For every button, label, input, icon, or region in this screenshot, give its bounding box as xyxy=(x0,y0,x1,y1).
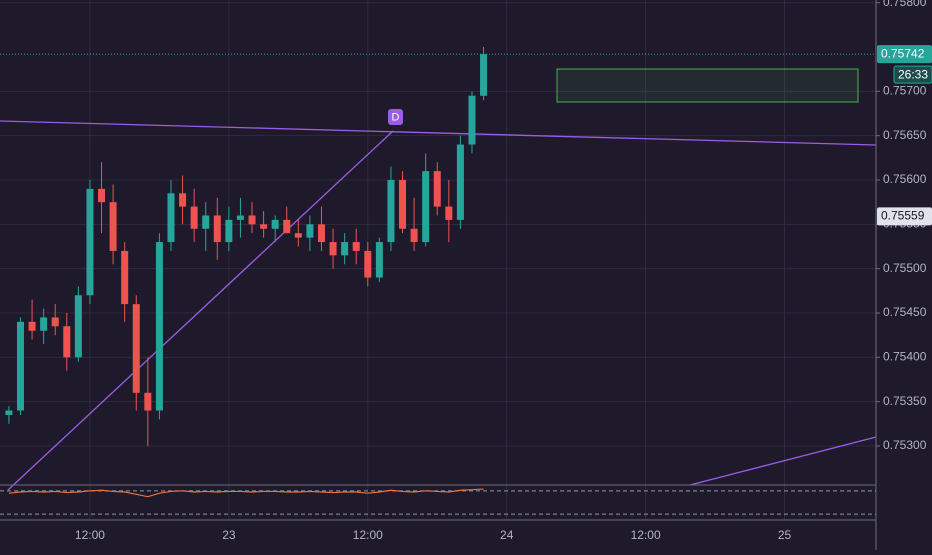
candle-body xyxy=(445,206,453,220)
candle-body xyxy=(86,188,94,296)
candle-body xyxy=(410,228,418,243)
candle-body xyxy=(16,321,24,411)
candle-body xyxy=(422,171,430,243)
candle-body xyxy=(271,219,279,229)
oscillator-line xyxy=(8,488,484,498)
candle-body xyxy=(5,410,13,415)
candle-body xyxy=(352,242,360,251)
x-tick-label: 25 xyxy=(778,528,792,542)
candle-body xyxy=(364,250,372,278)
x-tick-label: 12:00 xyxy=(631,528,661,542)
y-tick-label: 0.75700 xyxy=(883,83,927,97)
candle-body xyxy=(121,250,129,305)
candle-body xyxy=(225,219,233,243)
last-price-box xyxy=(877,45,932,64)
candle-body xyxy=(248,215,256,225)
candle-body xyxy=(28,321,36,331)
x-tick-label: 12:00 xyxy=(353,528,383,542)
candle-body xyxy=(294,233,302,238)
y-tick-label: 0.75450 xyxy=(883,305,927,319)
candle-body xyxy=(109,202,117,251)
last-price-label: 0.75742 xyxy=(881,46,925,60)
candle-body xyxy=(132,304,140,393)
y-tick-label: 0.75350 xyxy=(883,394,927,408)
candle-body xyxy=(144,392,152,411)
x-tick-label: 12:00 xyxy=(75,528,105,542)
candle-body xyxy=(456,144,464,220)
marker-price-box xyxy=(877,207,932,226)
candle-body xyxy=(329,242,337,256)
trend-line xyxy=(7,130,394,491)
y-tick-label: 0.75650 xyxy=(883,128,927,142)
y-tick-label: 0.75300 xyxy=(883,438,927,452)
candle-body xyxy=(63,326,71,358)
candle-body xyxy=(179,193,187,207)
candle-body xyxy=(399,179,407,229)
candle-body xyxy=(317,224,325,243)
annotation: D xyxy=(392,111,400,123)
candle-body xyxy=(480,54,488,96)
candle-body xyxy=(341,242,349,256)
candle-body xyxy=(375,242,383,278)
x-tick-label: 24 xyxy=(500,528,514,542)
candle-body xyxy=(433,171,441,207)
y-tick-label: 0.75500 xyxy=(883,261,927,275)
candle-body xyxy=(155,242,163,411)
trend-line xyxy=(689,436,877,486)
annotation-badge xyxy=(388,109,403,125)
candle-body xyxy=(190,206,198,229)
candle-body xyxy=(213,215,221,243)
marker-price-label: 0.75559 xyxy=(881,209,925,223)
x-tick-label: 23 xyxy=(222,528,236,542)
candle-body xyxy=(167,193,175,243)
candle-body xyxy=(98,188,106,203)
candle-body xyxy=(51,317,59,327)
candle-body xyxy=(283,219,291,234)
countdown-box xyxy=(893,65,932,84)
candle-body xyxy=(306,224,314,238)
y-tick-label: 0.75400 xyxy=(883,349,927,363)
candle-body xyxy=(260,224,268,229)
candle-body xyxy=(202,215,210,229)
candle-body xyxy=(74,295,82,358)
zone-box xyxy=(556,68,859,103)
trend-line xyxy=(0,120,877,146)
candle-body xyxy=(40,317,48,331)
y-tick-label: 0.75600 xyxy=(883,172,927,186)
marks xyxy=(5,46,488,446)
candle-body xyxy=(468,95,476,145)
candle-body xyxy=(236,215,244,220)
y-tick-label: 0.75800 xyxy=(883,0,927,9)
countdown-label: 26:33 xyxy=(898,67,928,81)
candle-body xyxy=(387,179,395,243)
